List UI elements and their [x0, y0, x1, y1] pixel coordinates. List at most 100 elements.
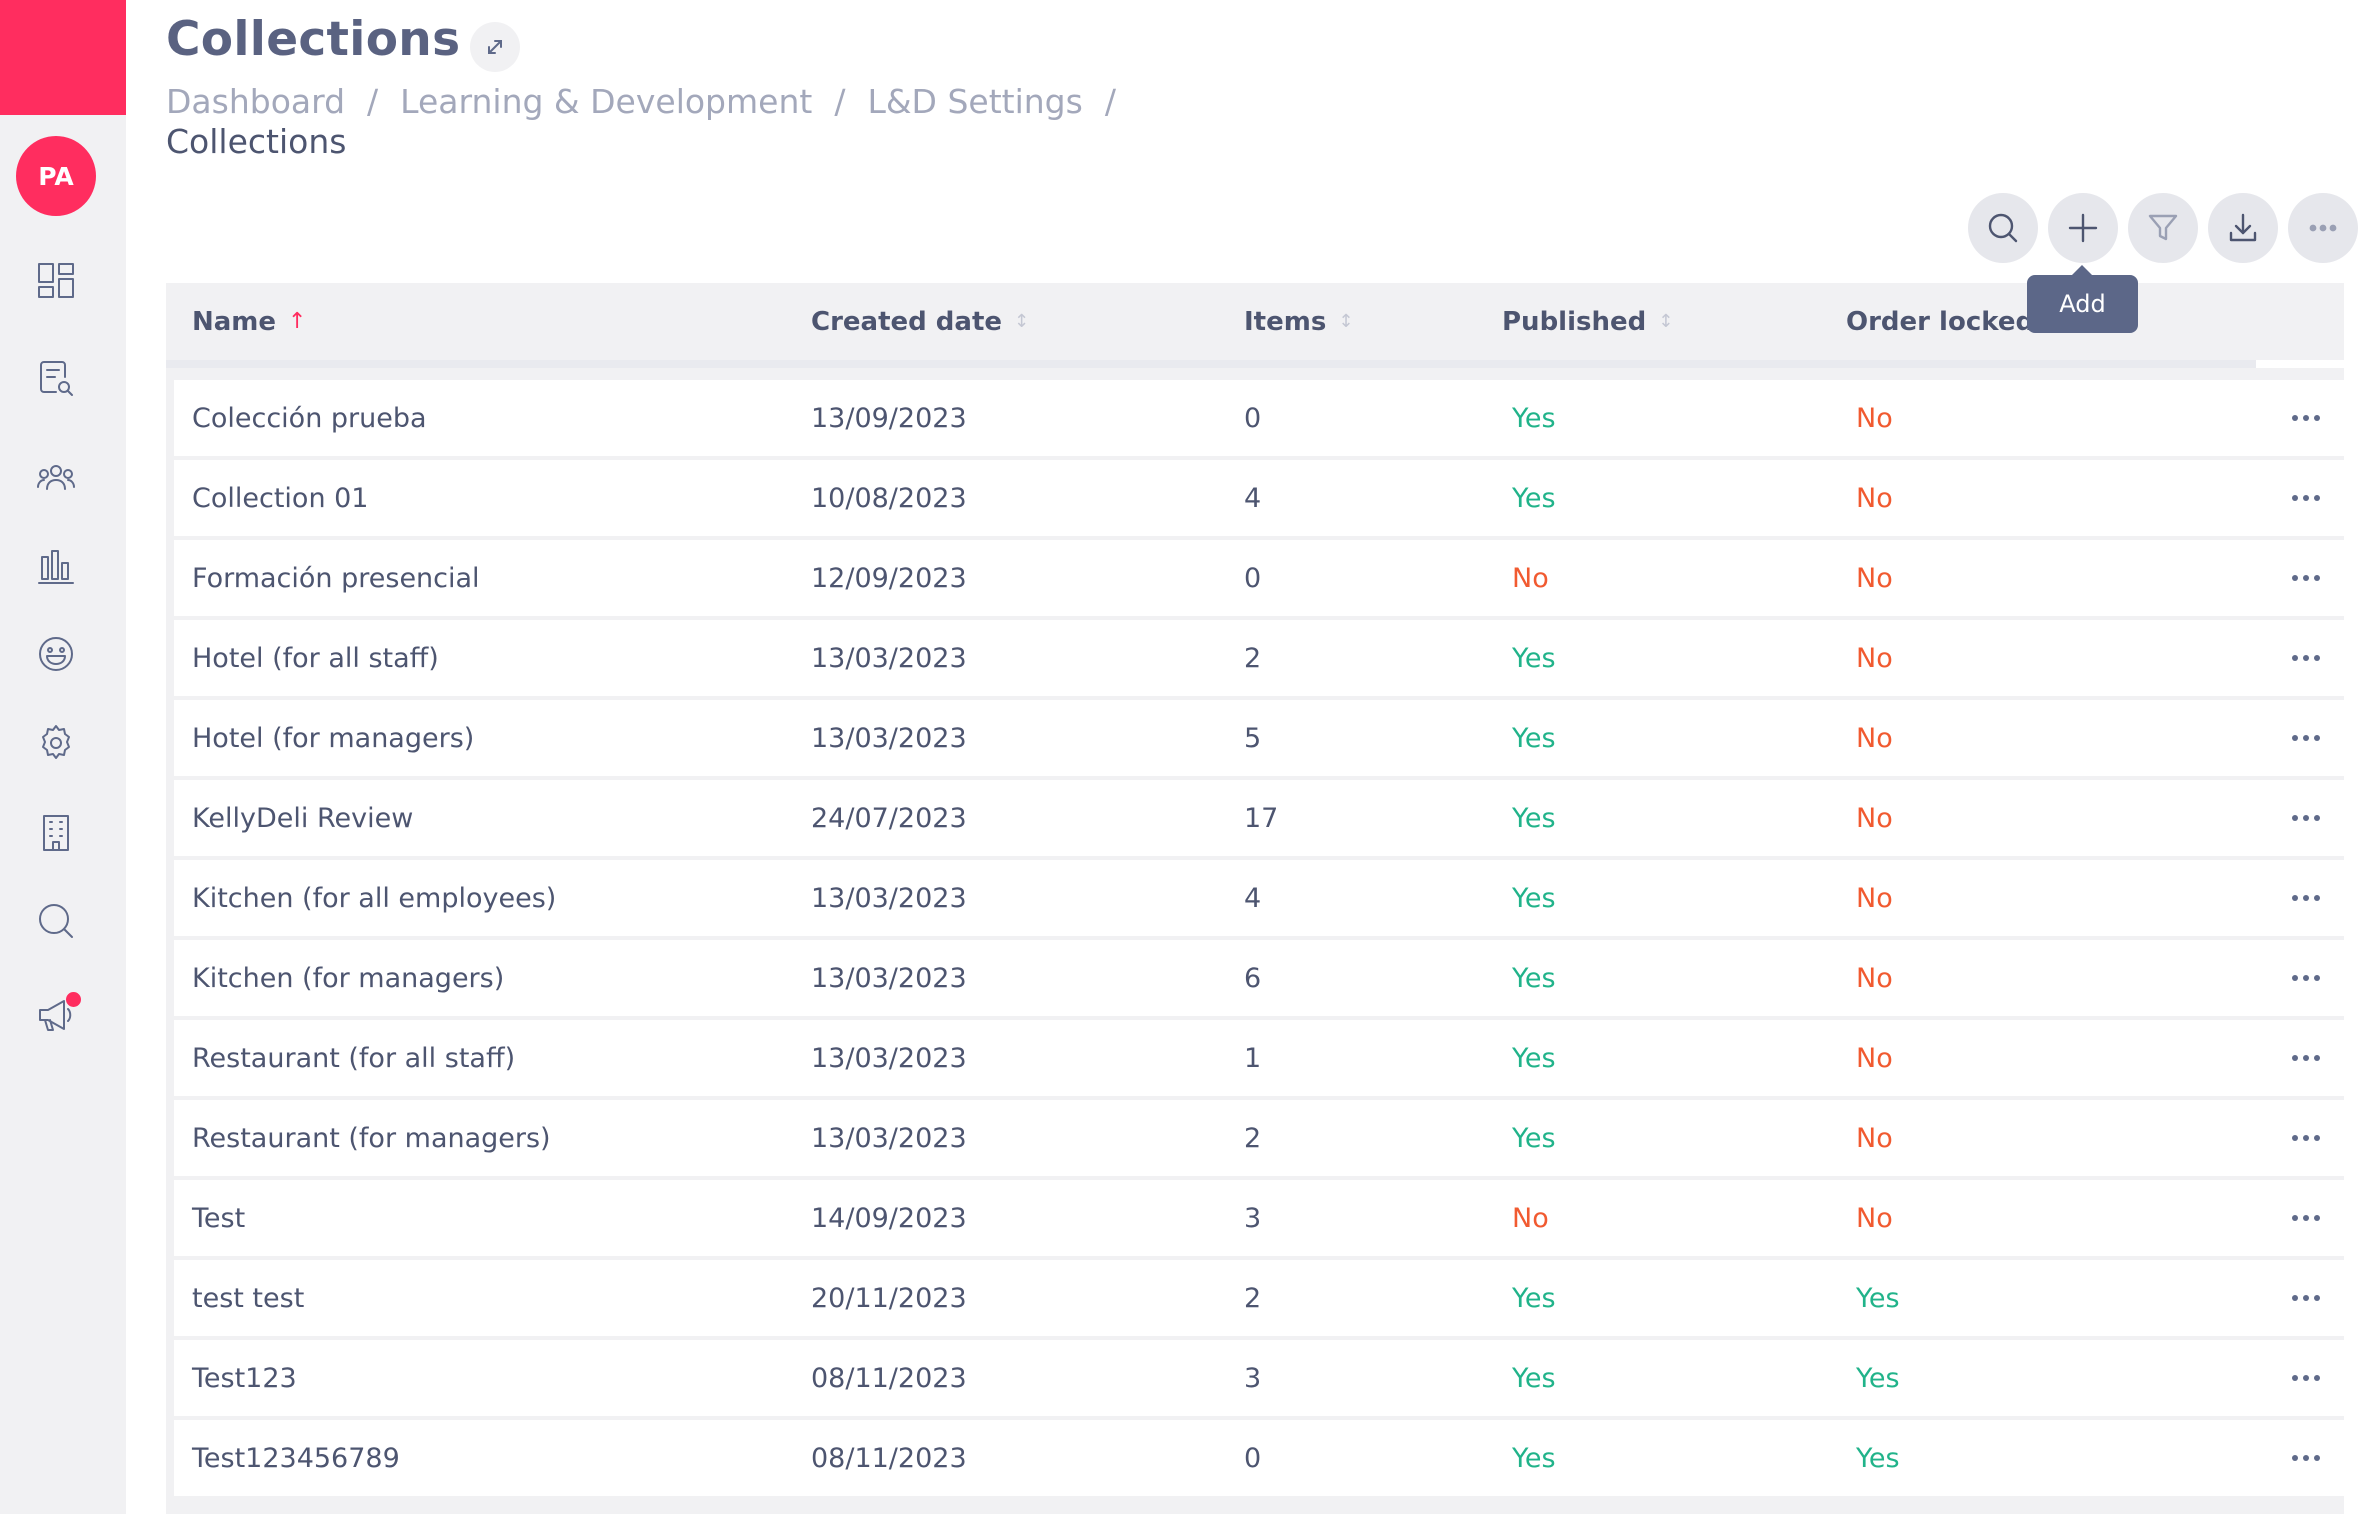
- cell-items: 5: [1244, 722, 1262, 754]
- building-icon[interactable]: [31, 808, 81, 858]
- people-icon[interactable]: [31, 453, 81, 503]
- row-more-icon[interactable]: [2284, 878, 2328, 918]
- cell-name: Kitchen (for managers): [192, 962, 505, 994]
- row-more-icon[interactable]: [2284, 1358, 2328, 1398]
- download-icon: [2229, 213, 2257, 242]
- sort-ascending-icon: ↑: [288, 309, 307, 334]
- smiley-icon[interactable]: [31, 629, 81, 679]
- cell-published: Yes: [1512, 882, 1556, 914]
- row-more-icon[interactable]: [2284, 558, 2328, 598]
- table-row[interactable]: Kitchen (for all employees) 13/03/2023 4 Ye…: [174, 860, 2344, 936]
- breadcrumb-current: Collections: [166, 122, 347, 161]
- collections-table: Colección prueba 13/09/2023 0 Yes No Collecti…: [166, 368, 2344, 1514]
- row-more-icon[interactable]: [2284, 1198, 2328, 1238]
- cell-name: Kitchen (for all employees): [192, 882, 557, 914]
- row-more-icon[interactable]: [2284, 958, 2328, 998]
- table-row[interactable]: Test123 08/11/2023 3 Yes Yes: [174, 1340, 2344, 1416]
- cell-order-locked: Yes: [1856, 1442, 1900, 1474]
- cell-order-locked: No: [1856, 642, 1893, 674]
- search-icon: [1988, 213, 2018, 243]
- dashboard-icon[interactable]: [31, 255, 81, 305]
- cell-created-date: 12/09/2023: [811, 562, 967, 594]
- breadcrumb-dashboard[interactable]: Dashboard: [166, 82, 346, 121]
- column-header-published[interactable]: Published ↕: [1502, 283, 1673, 360]
- more-options-button[interactable]: [2288, 193, 2358, 263]
- cell-published: Yes: [1512, 962, 1556, 994]
- breadcrumb: Dashboard / Learning & Development / L&D Set…: [166, 82, 1166, 122]
- expand-button[interactable]: [470, 22, 520, 72]
- horizontal-scrollbar[interactable]: [166, 360, 2256, 368]
- table-row[interactable]: Restaurant (for managers) 13/03/2023 2 Yes N…: [174, 1100, 2344, 1176]
- cell-items: 1: [1244, 1042, 1262, 1074]
- cell-order-locked: No: [1856, 482, 1893, 514]
- cell-created-date: 10/08/2023: [811, 482, 967, 514]
- cell-published: Yes: [1512, 1362, 1556, 1394]
- search-button[interactable]: [1968, 193, 2038, 263]
- column-header-created-date[interactable]: Created date ↕: [811, 283, 1029, 360]
- column-header-items-label: Items: [1244, 306, 1327, 337]
- table-row[interactable]: Test 14/09/2023 3 No No: [174, 1180, 2344, 1256]
- table-row[interactable]: KellyDeli Review 24/07/2023 17 Yes No: [174, 780, 2344, 856]
- cell-items: 0: [1244, 562, 1262, 594]
- cell-created-date: 13/03/2023: [811, 642, 967, 674]
- cell-items: 4: [1244, 882, 1262, 914]
- analytics-icon[interactable]: [31, 541, 81, 591]
- cell-order-locked: No: [1856, 1042, 1893, 1074]
- column-header-order-locked-label: Order locked: [1846, 306, 2035, 337]
- document-search-icon[interactable]: [31, 353, 81, 403]
- row-more-icon[interactable]: [2284, 1118, 2328, 1158]
- row-more-icon[interactable]: [2284, 1038, 2328, 1078]
- cell-published: No: [1512, 1202, 1549, 1234]
- cell-created-date: 13/09/2023: [811, 402, 967, 434]
- table-row[interactable]: Hotel (for managers) 13/03/2023 5 Yes No: [174, 700, 2344, 776]
- table-row[interactable]: Hotel (for all staff) 13/03/2023 2 Yes No: [174, 620, 2344, 696]
- cell-order-locked: No: [1856, 882, 1893, 914]
- cell-name: Collection 01: [192, 482, 369, 514]
- table-row[interactable]: Kitchen (for managers) 13/03/2023 6 Yes No: [174, 940, 2344, 1016]
- cell-items: 4: [1244, 482, 1262, 514]
- cell-order-locked: No: [1856, 1122, 1893, 1154]
- cell-order-locked: No: [1856, 562, 1893, 594]
- cell-created-date: 13/03/2023: [811, 882, 967, 914]
- table-row[interactable]: Formación presencial 12/09/2023 0 No No: [174, 540, 2344, 616]
- row-more-icon[interactable]: [2284, 1438, 2328, 1478]
- row-more-icon[interactable]: [2284, 1278, 2328, 1318]
- filter-button[interactable]: [2128, 193, 2198, 263]
- add-tooltip: Add: [2027, 265, 2138, 333]
- row-more-icon[interactable]: [2284, 798, 2328, 838]
- table-row[interactable]: Test123456789 08/11/2023 0 Yes Yes: [174, 1420, 2344, 1496]
- table-row[interactable]: test test 20/11/2023 2 Yes Yes: [174, 1260, 2344, 1336]
- brand-logo[interactable]: [0, 0, 126, 115]
- table-row[interactable]: Collection 01 10/08/2023 4 Yes No: [174, 460, 2344, 536]
- download-button[interactable]: [2208, 193, 2278, 263]
- table-row[interactable]: Colección prueba 13/09/2023 0 Yes No: [174, 380, 2344, 456]
- megaphone-icon[interactable]: [31, 990, 81, 1040]
- cell-order-locked: No: [1856, 1202, 1893, 1234]
- cell-order-locked: No: [1856, 402, 1893, 434]
- table-row[interactable]: Restaurant (for all staff) 13/03/2023 1 Yes…: [174, 1020, 2344, 1096]
- row-more-icon[interactable]: [2284, 478, 2328, 518]
- search-icon[interactable]: [31, 896, 81, 946]
- avatar[interactable]: PA: [16, 136, 96, 216]
- breadcrumb-ld-settings[interactable]: L&D Settings: [867, 82, 1083, 121]
- cell-order-locked: Yes: [1856, 1282, 1900, 1314]
- cell-name: Hotel (for managers): [192, 722, 475, 754]
- expand-icon: [488, 40, 502, 54]
- column-header-items[interactable]: Items ↕: [1244, 283, 1353, 360]
- cell-name: Restaurant (for managers): [192, 1122, 551, 1154]
- sort-icon: ↕: [1338, 311, 1354, 332]
- cell-published: Yes: [1512, 1282, 1556, 1314]
- breadcrumb-separator: /: [1104, 82, 1116, 121]
- column-header-name[interactable]: Name ↑: [192, 283, 306, 360]
- row-more-icon[interactable]: [2284, 398, 2328, 438]
- settings-gear-icon[interactable]: [31, 718, 81, 768]
- cell-created-date: 13/03/2023: [811, 1122, 967, 1154]
- add-button[interactable]: [2048, 193, 2118, 263]
- breadcrumb-learning-development[interactable]: Learning & Development: [400, 82, 813, 121]
- column-header-order-locked[interactable]: Order locked: [1846, 283, 2034, 360]
- row-more-icon[interactable]: [2284, 718, 2328, 758]
- table-header: Name ↑ Created date ↕ Items ↕ Published ↕ Or…: [166, 283, 2344, 360]
- cell-items: 0: [1244, 402, 1262, 434]
- row-more-icon[interactable]: [2284, 638, 2328, 678]
- cell-name: Colección prueba: [192, 402, 427, 434]
